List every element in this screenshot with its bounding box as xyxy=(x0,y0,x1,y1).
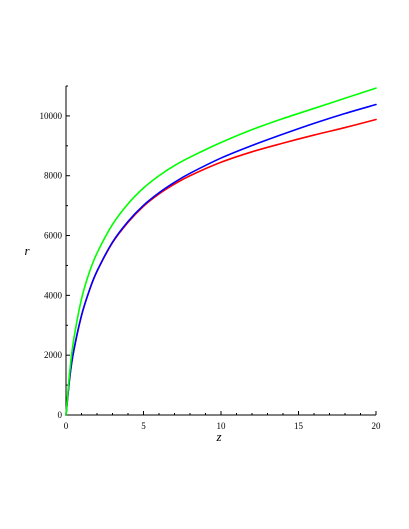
x-tick-label: 0 xyxy=(64,421,69,431)
series-line-green xyxy=(65,87,377,416)
y-ticks: 0 2000 4000 6000 8000 10000 xyxy=(40,85,70,420)
y-tick-label: 2000 xyxy=(44,350,63,360)
series-line-red xyxy=(65,118,377,416)
y-tick-label: 4000 xyxy=(44,290,63,300)
x-tick-label: 10 xyxy=(217,421,227,431)
y-tick-label: 6000 xyxy=(44,231,63,241)
y-axis-title: r xyxy=(24,243,30,258)
y-tick-label: 8000 xyxy=(44,171,63,181)
series-line-blue xyxy=(65,103,377,416)
x-tick-label: 5 xyxy=(141,421,146,431)
x-ticks: 0 5 10 15 20 xyxy=(64,411,381,431)
series-lines xyxy=(65,87,377,416)
y-tick-label: 10000 xyxy=(40,111,63,121)
x-tick-label: 20 xyxy=(372,421,382,431)
y-tick-label: 0 xyxy=(58,410,63,420)
plot-area: 0 5 10 15 20 0 2000 4000 6000 8000 10000 xyxy=(40,85,381,431)
x-tick-label: 15 xyxy=(294,421,304,431)
x-axis-title: z xyxy=(215,429,221,444)
